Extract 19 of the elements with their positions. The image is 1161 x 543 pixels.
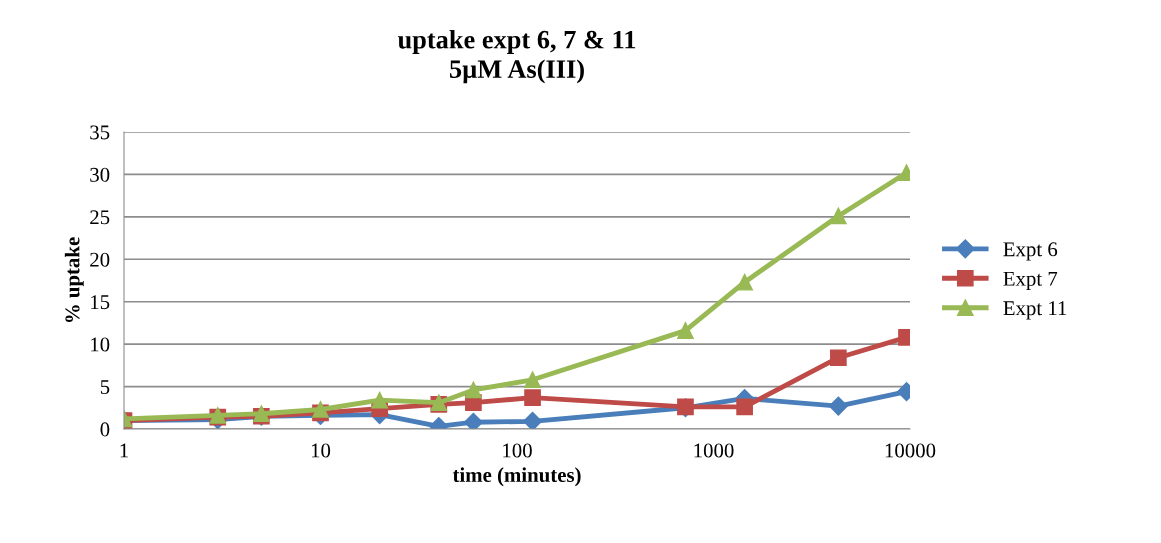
x-tick-label: 1000 bbox=[694, 443, 734, 458]
chart-title: uptake expt 6, 7 & 11 5µM As(III) bbox=[397, 30, 636, 84]
x-tick-label: 10000 bbox=[885, 443, 936, 458]
y-tick-label: 20 bbox=[90, 252, 110, 267]
x-tick-label: 1 bbox=[120, 443, 128, 458]
legend-label: Expt 7 bbox=[1003, 271, 1058, 291]
y-tick-label: 35 bbox=[90, 125, 110, 140]
y-tick-label: 5 bbox=[100, 380, 110, 394]
y-tick-label: 0 bbox=[100, 422, 110, 437]
x-axis-title: time (minutes) bbox=[452, 467, 581, 487]
legend-label: Expt 11 bbox=[1003, 301, 1067, 320]
y-tick-label: 10 bbox=[91, 337, 110, 352]
y-tick-label: 30 bbox=[90, 167, 110, 182]
x-tick-label: 100 bbox=[503, 443, 532, 458]
y-axis-title: % uptake bbox=[64, 237, 84, 323]
y-tick-label: 15 bbox=[91, 295, 110, 310]
y-tick-label: 25 bbox=[90, 210, 110, 225]
legend-label: Expt 6 bbox=[1003, 242, 1058, 261]
x-tick-label: 10 bbox=[311, 443, 331, 458]
